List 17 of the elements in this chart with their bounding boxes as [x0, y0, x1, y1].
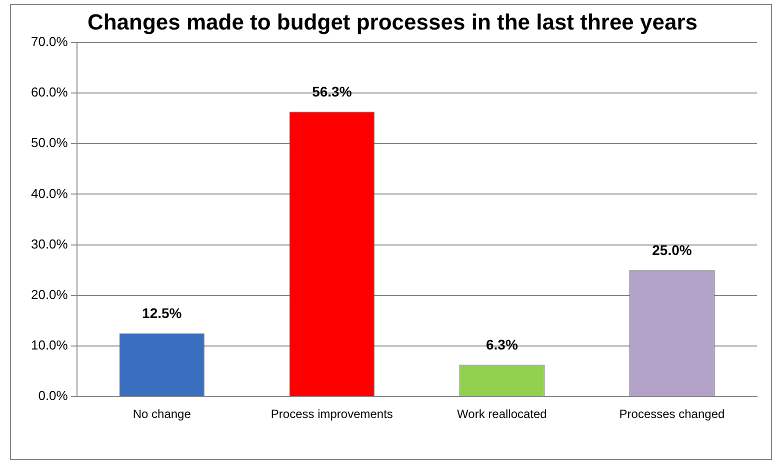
data-label: 6.3% — [486, 336, 518, 353]
y-tick-label: 60.0% — [30, 84, 68, 100]
data-label: 25.0% — [652, 242, 692, 258]
y-tick-label: 40.0% — [30, 186, 68, 201]
x-tick-label: Processes changed — [619, 407, 725, 422]
y-tick-label: 10.0% — [30, 338, 68, 353]
y-tick-label: 20.0% — [30, 286, 68, 302]
data-label: 56.3% — [312, 84, 352, 100]
data-label: 12.5% — [142, 305, 182, 322]
x-tick-label: Process improvements — [270, 407, 393, 422]
y-tick-label: 30.0% — [30, 236, 68, 252]
x-tick-label: Work reallocated — [457, 407, 547, 422]
y-tick-label: 0.0% — [38, 388, 68, 404]
x-tick-label: No change — [132, 407, 192, 422]
chart-title: Changes made to budget processes in the last three years — [87, 9, 698, 34]
y-tick-label: 70.0% — [30, 34, 68, 49]
y-tick-label: 50.0% — [30, 135, 68, 150]
